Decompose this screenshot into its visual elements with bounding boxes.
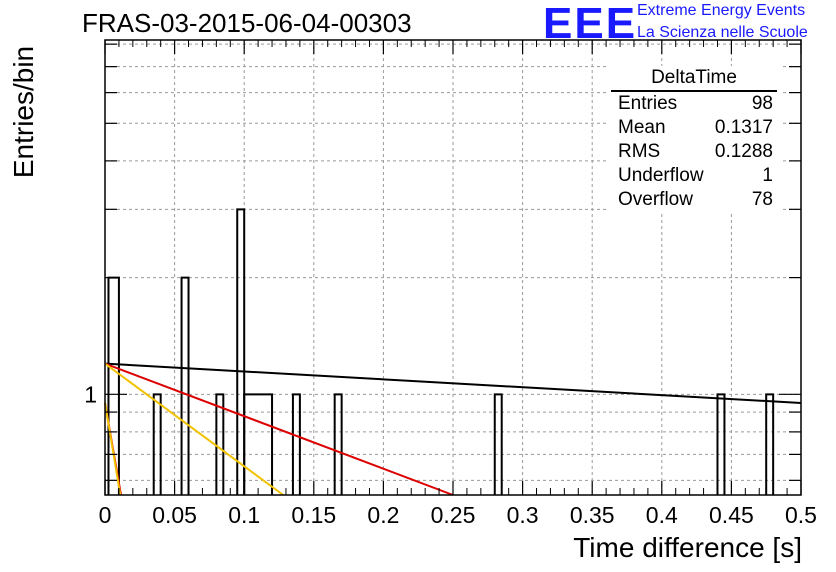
stats-value: 1 [762, 165, 773, 186]
histogram-bin [152, 393, 162, 495]
histogram-bin [765, 393, 775, 495]
fit-line [104, 362, 284, 496]
tick-labels: 0 0.05 0.1 0.15 0.2 0.25 0.3 0.35 0.4 0.45 0.5 1 [84, 381, 817, 528]
x-tick-label: 0.45 [709, 502, 754, 528]
stats-row-underflow: Underflow 1 [607, 164, 781, 188]
axis-ticks [104, 40, 802, 495]
stats-title: DeltaTime [611, 66, 777, 92]
histogram-bin [107, 276, 120, 495]
histogram-bin [716, 393, 726, 495]
fit-line [104, 402, 122, 496]
x-tick-label: 0.5 [785, 502, 817, 528]
fit-line [104, 362, 802, 404]
stats-box: DeltaTime Entries 98 Mean 0.1317 RMS 0.1… [607, 66, 781, 212]
stats-value: 78 [751, 189, 773, 210]
stats-label: Underflow [618, 165, 704, 186]
x-tick-label: 0.4 [646, 502, 678, 528]
histogram-bin [243, 393, 274, 495]
stats-label: Overflow [618, 189, 693, 210]
histogram-bins [107, 208, 775, 495]
histogram-bin [333, 393, 343, 495]
grid-lines [105, 40, 801, 495]
x-tick-label: 0.25 [431, 502, 476, 528]
logo-line-1: Extreme Energy Events [637, 2, 806, 19]
chart-title: FRAS-03-2015-06-04-00303 [82, 8, 412, 38]
histogram-bin [180, 276, 190, 495]
stats-label: Entries [618, 93, 678, 114]
logo-line-2: La Scienza nelle Scuole [637, 24, 808, 41]
y-tick-label: 1 [84, 381, 97, 407]
histogram-bin [291, 393, 301, 495]
x-tick-label: 0.3 [507, 502, 539, 528]
x-tick-label: 0.35 [570, 502, 615, 528]
fit-lines [104, 362, 802, 496]
x-tick-label: 0.1 [228, 502, 260, 528]
stats-row-mean: Mean 0.1317 [607, 116, 781, 140]
eee-logo: EEE [543, 0, 638, 48]
stats-label: RMS [618, 141, 661, 162]
stats-label: Mean [618, 117, 666, 138]
x-tick-label: 0.2 [367, 502, 399, 528]
stats-value: 98 [751, 93, 773, 114]
stats-row-rms: RMS 0.1288 [607, 140, 781, 164]
y-axis-label: Entries/bin [8, 45, 39, 179]
x-tick-label: 0.15 [291, 502, 336, 528]
stats-value: 0.1317 [714, 117, 773, 138]
histogram-bin [493, 393, 503, 495]
x-tick-label: 0.05 [152, 502, 197, 528]
stats-row-entries: Entries 98 [607, 92, 781, 116]
fit-line [104, 362, 454, 496]
histogram-bin [236, 208, 246, 495]
x-axis-label: Time difference [s] [573, 532, 802, 563]
stats-row-overflow: Overflow 78 [607, 188, 781, 212]
x-tick-label: 0 [99, 502, 112, 528]
stats-value: 0.1288 [714, 141, 773, 162]
